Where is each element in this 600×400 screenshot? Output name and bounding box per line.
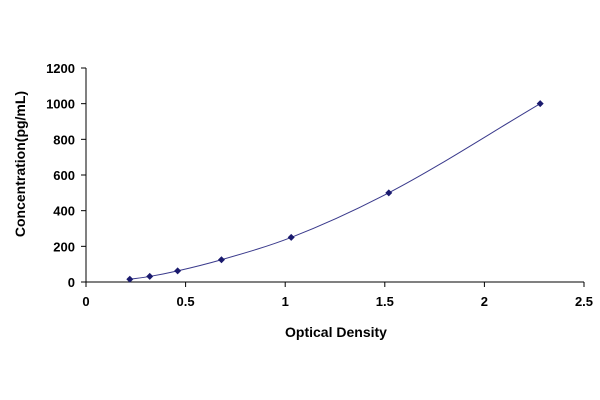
y-tick-label: 0: [68, 275, 75, 290]
x-tick-label: 1.5: [376, 294, 394, 309]
x-tick-label: 0.5: [177, 294, 195, 309]
data-point: [536, 100, 544, 108]
x-tick-label: 2.5: [575, 294, 593, 309]
y-tick-label: 200: [53, 239, 75, 254]
x-tick-label: 1: [282, 294, 289, 309]
y-tick-label: 400: [53, 204, 75, 219]
data-point: [126, 275, 134, 283]
x-tick-label: 0: [82, 294, 89, 309]
data-point: [287, 233, 295, 241]
data-points: [126, 100, 544, 283]
y-tick-label: 1000: [46, 97, 75, 112]
fitted-curve: [129, 103, 541, 280]
chart-axes: [85, 68, 584, 283]
data-point: [385, 189, 393, 197]
x-axis-title: Optical Density: [285, 324, 387, 340]
data-point: [146, 272, 154, 280]
y-tick-label: 1200: [46, 61, 75, 76]
y-tick-label: 800: [53, 132, 75, 147]
x-tick-label: 2: [481, 294, 488, 309]
y-tick-label: 600: [53, 168, 75, 183]
y-axis-title: Concentration(pg/mL): [12, 91, 28, 237]
data-point: [217, 256, 225, 264]
x-axis-ticks: 0 0.5 1 1.5 2 2.5: [82, 282, 593, 309]
y-axis-ticks: 0 200 400 600 800 1000 1200: [46, 61, 86, 290]
data-point: [174, 267, 182, 275]
